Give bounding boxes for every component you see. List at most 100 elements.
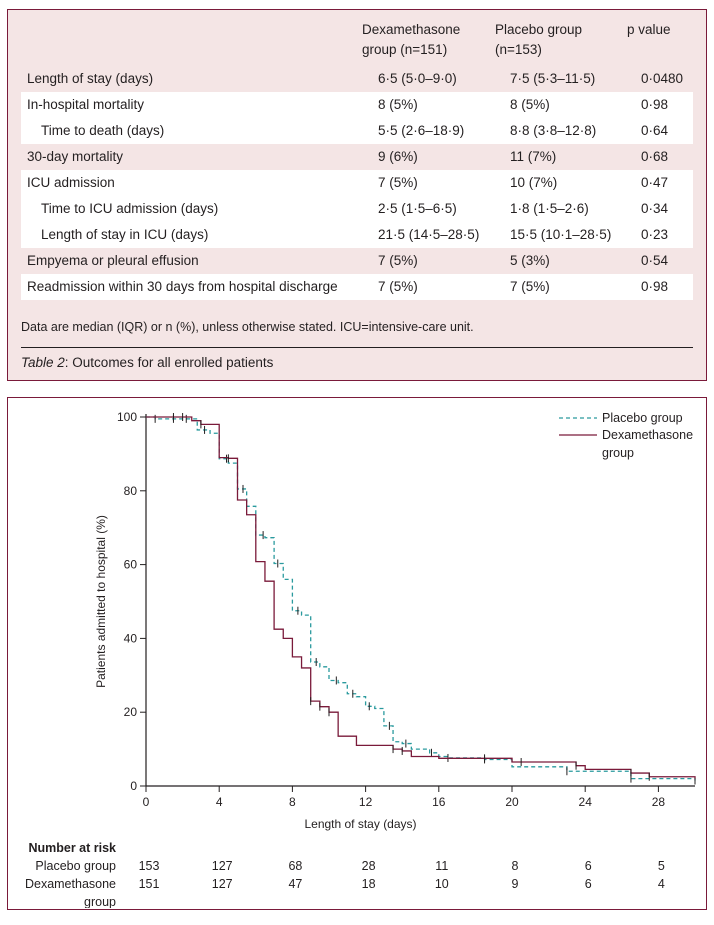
header-dexa-line1: Dexamethasone [362,22,461,37]
x-tick-label: 4 [216,795,223,809]
header-placebo: Placebo group (n=153) [495,20,582,60]
y-tick-label: 100 [117,410,137,424]
cell-dexamethasone: 7 (5%) [378,253,418,268]
row-label: Readmission within 30 days from hospital… [27,279,338,294]
curves [146,413,696,785]
y-tick-label: 0 [130,779,137,793]
risk-value: 6 [585,877,592,891]
cell-placebo: 8·8 (3·8–12·8) [510,123,597,138]
table-row: 30-day mortality 9 (6%) 11 (7%) 0·68 [21,144,693,170]
risk-group-label: group [84,895,116,908]
chart-panel: 0 20 40 60 80 100 0 4 8 12 16 20 24 28 Length of stay … [7,397,707,910]
caption-divider [21,347,693,348]
cell-dexamethasone: 6·5 (5·0–9·0) [378,71,457,86]
table-row: Time to ICU admission (days) 2·5 (1·5–6·5… [21,196,693,222]
y-tick-label: 60 [124,558,138,572]
risk-group-label: Dexamethasone [25,877,116,891]
table-row: Length of stay (days) 6·5 (5·0–9·0) 7·5 (5… [21,66,693,92]
risk-value: 127 [212,859,233,873]
cell-dexamethasone: 8 (5%) [378,97,418,112]
y-tick-label: 40 [124,631,138,645]
cell-placebo: 5 (3%) [510,253,550,268]
row-label: Time to death (days) [41,123,165,138]
y-axis-label: Patients admitted to hospital (%) [94,515,108,688]
legend-dexamethasone-label-line1: Dexamethasone [602,428,693,442]
header-dexamethasone: Dexamethasone group (n=151) [362,20,460,60]
risk-value: 4 [658,877,665,891]
table-footnote: Data are median (IQR) or n (%), unless o… [21,320,474,334]
risk-value: 9 [512,877,519,891]
cell-placebo: 11 (7%) [510,149,557,164]
x-tick-label: 20 [505,795,519,809]
cell-p-value: 0·64 [641,123,669,138]
cell-dexamethasone: 5·5 (2·6–18·9) [378,123,465,138]
cell-placebo: 7·5 (5·3–11·5) [510,71,596,86]
risk-value: 127 [212,877,233,891]
table-caption: Table 2: Outcomes for all enrolled patie… [21,355,273,370]
table-row: Time to death (days) 5·5 (2·6–18·9) 8·8 (3… [21,118,693,144]
table-body: Length of stay (days) 6·5 (5·0–9·0) 7·5 (5… [21,66,693,300]
row-label: 30-day mortality [27,149,124,164]
number-at-risk-title: Number at risk [28,841,116,855]
x-tick-label: 24 [579,795,593,809]
caption-text: : Outcomes for all enrolled patients [64,355,274,370]
risk-value: 151 [139,877,160,891]
row-label: In-hospital mortality [27,97,145,112]
cell-placebo: 7 (5%) [510,279,550,294]
dexamethasone-curve [146,416,696,779]
header-placebo-line1: Placebo group [495,22,583,37]
risk-value: 47 [288,877,302,891]
x-tick-label: 16 [432,795,446,809]
header-placebo-line2: (n=153) [495,42,542,57]
cell-dexamethasone: 9 (6%) [378,149,418,164]
cell-placebo: 8 (5%) [510,97,550,112]
legend: Placebo group Dexamethasone group [559,411,693,460]
cell-p-value: 0·54 [641,253,669,268]
header-p-line1: p value [627,22,671,37]
risk-value: 18 [362,877,376,891]
header-p-value: p value [627,20,671,40]
risk-value: 68 [288,859,302,873]
cell-p-value: 0·98 [641,279,669,294]
row-label: Empyema or pleural effusion [27,253,199,268]
x-tick-label: 12 [359,795,373,809]
x-tick-label: 28 [652,795,666,809]
risk-value: 8 [512,859,519,873]
cell-p-value: 0·34 [641,201,669,216]
risk-group-label: Placebo group [35,859,116,873]
axes: 0 20 40 60 80 100 0 4 8 12 16 20 24 28 Length of stay … [94,410,695,831]
placebo-curve [146,416,696,781]
x-tick-label: 8 [289,795,296,809]
number-at-risk-table: Number at risk Placebo group 153 127 68 28 11 8… [25,841,665,908]
table-row: In-hospital mortality 8 (5%) 8 (5%) 0·98 [21,92,693,118]
caption-label: Table 2 [21,355,65,370]
table-row: Length of stay in ICU (days) 21·5 (14·5–2… [21,222,693,248]
risk-value: 10 [435,877,449,891]
y-tick-label: 20 [124,705,138,719]
cell-p-value: 0·68 [641,149,669,164]
cell-p-value: 0·98 [641,97,669,112]
cell-p-value: 0·23 [641,227,669,242]
cell-dexamethasone: 2·5 (1·5–6·5) [378,201,457,216]
row-label: ICU admission [27,175,115,190]
table-row: Empyema or pleural effusion 7 (5%) 5 (3%) 0… [21,248,693,274]
row-label: Time to ICU admission (days) [41,201,219,216]
table-row: ICU admission 7 (5%) 10 (7%) 0·47 [21,170,693,196]
cell-p-value: 0·0480 [641,71,684,86]
risk-value: 28 [362,859,376,873]
legend-placebo-label: Placebo group [602,411,683,425]
legend-dexamethasone-label-line2: group [602,446,634,460]
table-panel: Dexamethasone group (n=151) Placebo grou… [7,9,707,381]
cell-p-value: 0·47 [641,175,669,190]
header-dexa-line2: group (n=151) [362,42,448,57]
risk-value: 6 [585,859,592,873]
risk-value: 153 [139,859,160,873]
cell-dexamethasone: 21·5 (14·5–28·5) [378,227,480,242]
row-label: Length of stay in ICU (days) [41,227,209,242]
risk-value: 5 [658,859,665,873]
cell-placebo: 15·5 (10·1–28·5) [510,227,612,242]
kaplan-meier-chart: 0 20 40 60 80 100 0 4 8 12 16 20 24 28 Length of stay … [25,410,696,908]
y-tick-label: 80 [124,484,138,498]
cell-dexamethasone: 7 (5%) [378,175,418,190]
x-tick-label: 0 [143,795,150,809]
